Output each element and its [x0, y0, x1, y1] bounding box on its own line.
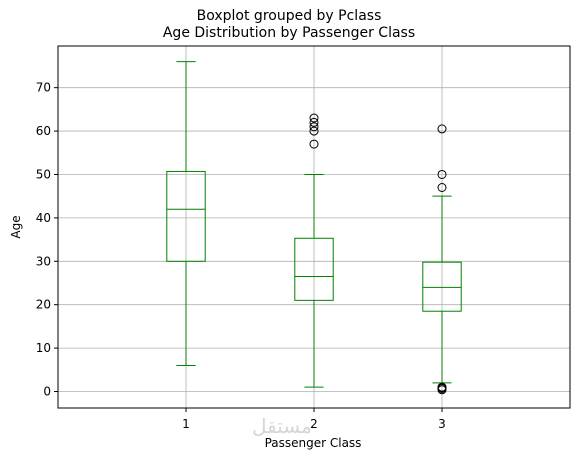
box-group-1: [166, 61, 206, 366]
y-tick-label: 20: [36, 298, 51, 312]
y-tick-label: 0: [43, 385, 51, 399]
outlier-point: [309, 117, 319, 127]
figure-suptitle: Boxplot grouped by Pclass: [196, 8, 382, 24]
outlier-point: [309, 122, 319, 132]
y-tick-label: 40: [36, 211, 51, 225]
box-group-3: [422, 124, 462, 395]
x-tick-label: 1: [182, 417, 190, 431]
y-tick-label: 30: [36, 254, 51, 268]
y-tick-label: 60: [36, 124, 51, 138]
box-group-2: [294, 113, 334, 388]
iqr-box: [166, 170, 206, 262]
iqr-box: [294, 237, 334, 301]
axis-ticks: 0 10 20 30 40 50 60 70 1 2 3: [36, 81, 446, 431]
iqr-box: [422, 261, 462, 312]
y-tick-label: 50: [36, 167, 51, 181]
x-axis-label: Passenger Class: [264, 436, 362, 450]
outlier-point: [309, 113, 319, 123]
x-tick-label: 3: [438, 417, 446, 431]
outlier-point: [309, 139, 319, 149]
outlier-point: [437, 183, 447, 193]
y-tick-label: 10: [36, 341, 51, 355]
outlier-point: [437, 169, 447, 179]
box-series: [166, 61, 462, 395]
chart-title: Age Distribution by Passenger Class: [162, 25, 416, 41]
watermark-logo: مستقل: [252, 414, 312, 438]
outlier-point: [437, 124, 447, 134]
outlier-point: [309, 126, 319, 136]
y-tick-label: 70: [36, 81, 51, 95]
y-axis-label: Age: [9, 215, 23, 238]
outlier-point: [437, 382, 447, 392]
x-tick-label: 2: [310, 417, 318, 431]
